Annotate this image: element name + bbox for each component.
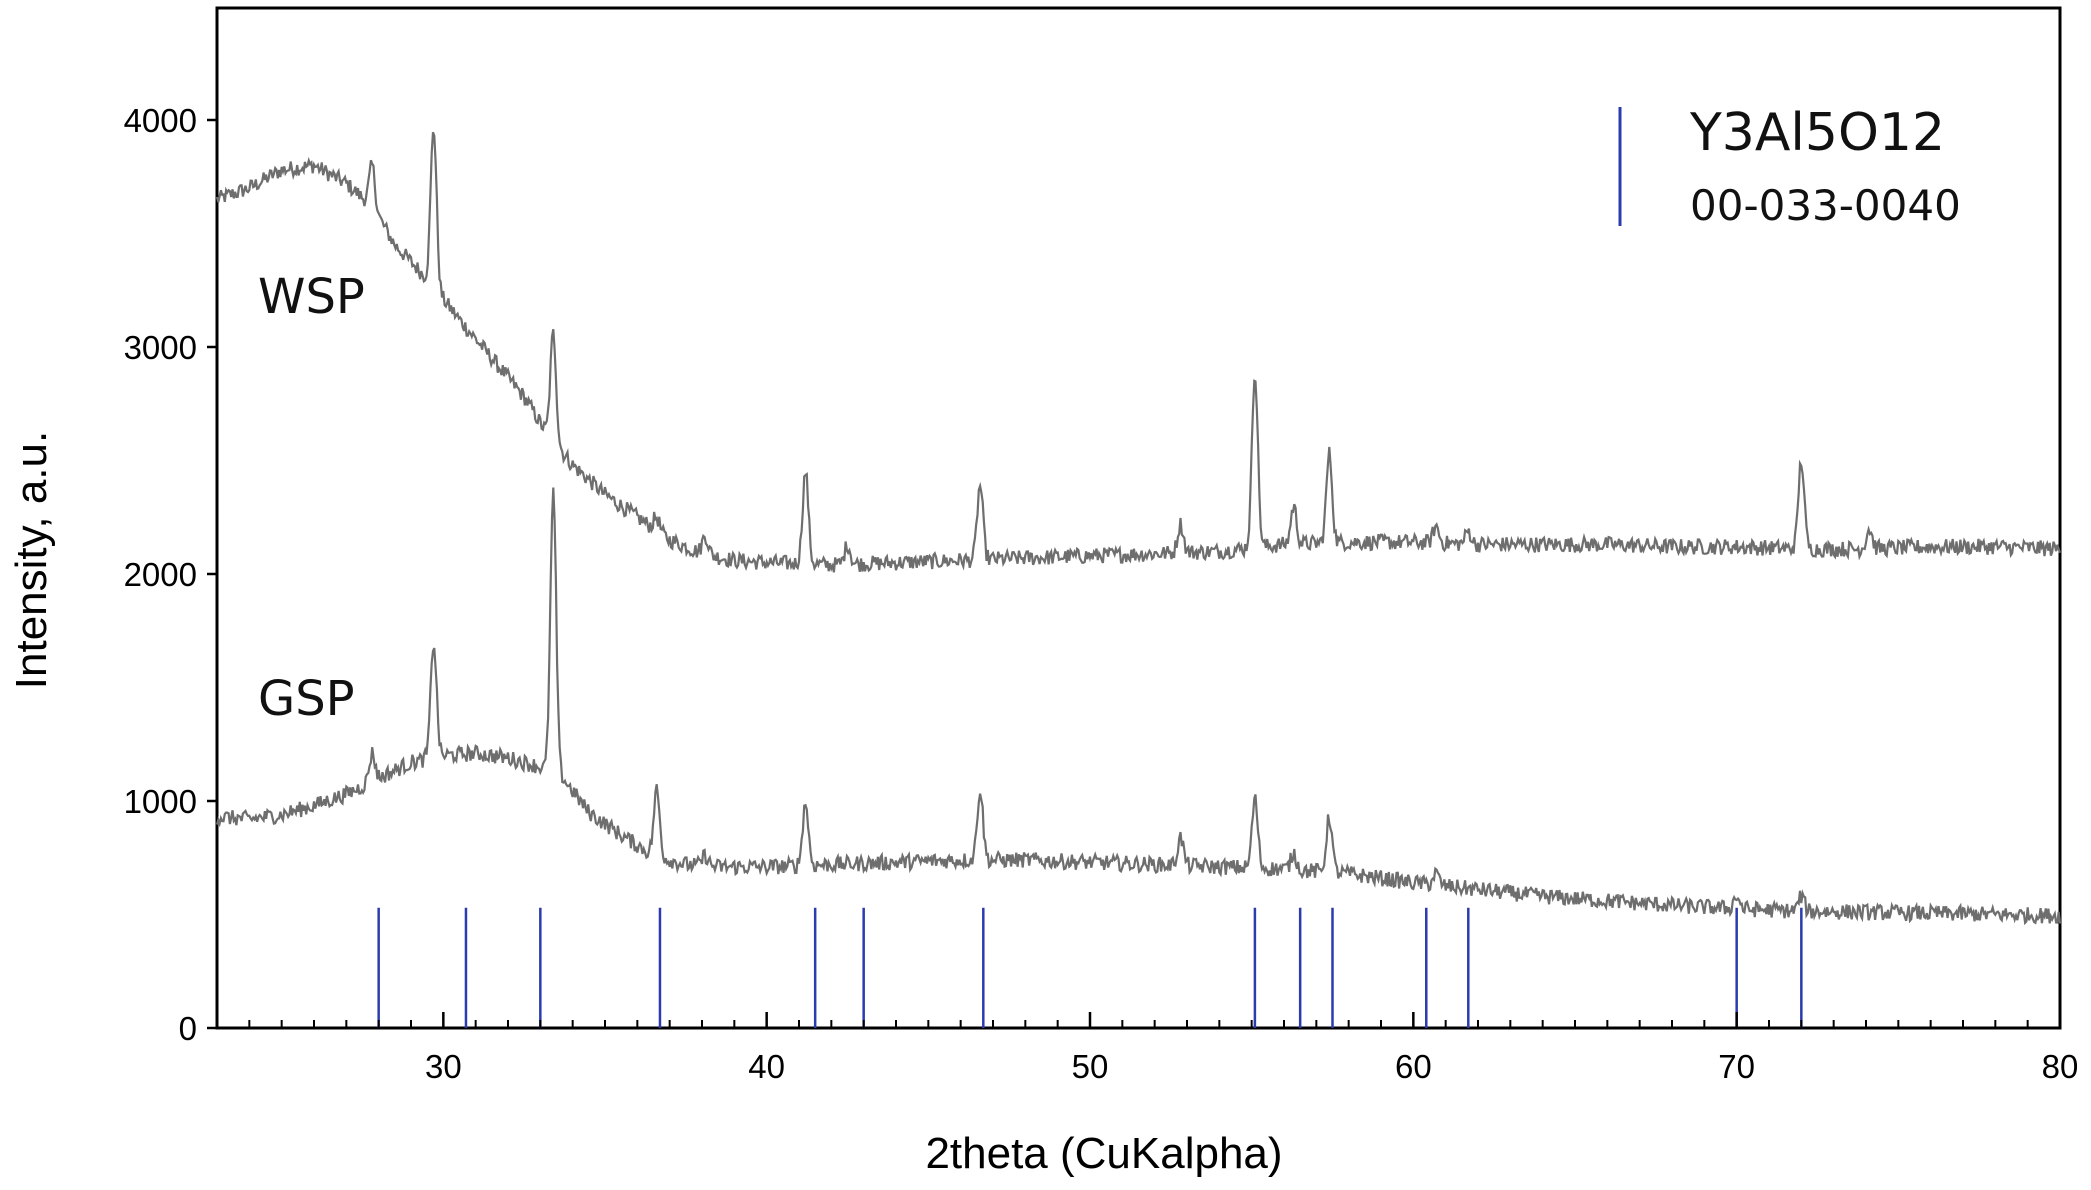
x-tick-label: 50 <box>1072 1048 1109 1085</box>
series-label-wsp: WSP <box>258 269 365 325</box>
x-axis: 30 40 50 60 70 80 <box>216 1012 2079 1085</box>
plot-area <box>215 6 2062 1030</box>
legend-phase-name: Y3Al5O12 <box>1689 103 1945 163</box>
y-tick-label: 4000 <box>124 102 197 139</box>
y-tick-label: 3000 <box>124 329 197 366</box>
series-layer <box>215 131 2062 926</box>
y-tick-label: 2000 <box>124 556 197 593</box>
y-tick-label: 0 <box>179 1010 197 1047</box>
reference-lines <box>377 907 1803 1028</box>
x-tick-label: 80 <box>2042 1048 2079 1085</box>
x-tick-label: 70 <box>1718 1048 1755 1085</box>
x-tick-label: 40 <box>748 1048 785 1085</box>
y-axis: 0 1000 2000 3000 4000 <box>124 102 217 1047</box>
x-tick-label: 60 <box>1395 1048 1432 1085</box>
x-tick-label: 30 <box>425 1048 462 1085</box>
y-axis-title: Intensity, a.u. <box>7 431 56 689</box>
series-line-wsp <box>215 131 2062 573</box>
x-axis-title: 2theta (CuKalpha) <box>925 1129 1282 1178</box>
series-label-gsp: GSP <box>258 671 355 727</box>
legend-card-code: 00-033-0040 <box>1690 181 1961 230</box>
y-tick-label: 1000 <box>124 783 197 820</box>
series-line-gsp <box>215 487 2062 926</box>
